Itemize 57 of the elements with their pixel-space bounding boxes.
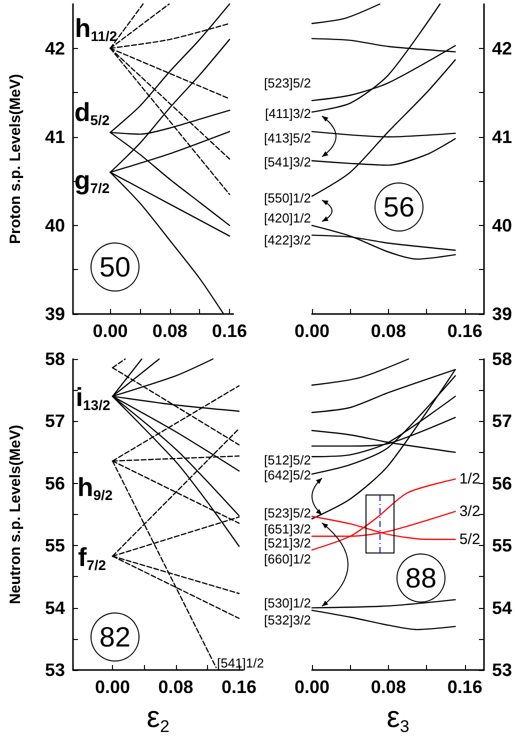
text: [530]1/2 [264, 596, 311, 610]
text: [660]1/2 [264, 552, 311, 566]
y-tick-label: 55 [492, 536, 512, 556]
text: [523]5/2 [264, 76, 311, 90]
y-tick-label: 42 [44, 38, 65, 58]
y-tick-label: 58 [492, 349, 512, 369]
x-tick-label: 0.16 [447, 321, 482, 341]
text: [420]1/2 [264, 210, 311, 226]
y-tick-label: 56 [44, 473, 65, 494]
y-axis-title: Neutron s.p. Levels(MeV) [7, 424, 24, 604]
y-tick-label: 53 [492, 660, 512, 680]
y-tick-label: 56 [492, 473, 512, 494]
y-tick-label: 39 [492, 304, 512, 324]
y-tick-label: 57 [492, 411, 512, 432]
y-tick-label: 53 [44, 660, 65, 680]
x-tick-label: 0.00 [294, 321, 330, 341]
text: [541]3/2 [264, 154, 311, 170]
text: [422]3/2 [264, 232, 311, 248]
text: [512]5/2 [264, 452, 311, 468]
x-tick-label: 0.00 [95, 677, 130, 697]
y-tick-label: 40 [44, 215, 65, 236]
y-tick-label: 40 [492, 215, 512, 236]
x-tick-label: 0.16 [222, 677, 257, 697]
text: [532]3/2 [264, 612, 311, 628]
annotation: [411]3/2 [264, 106, 311, 122]
text: [523]5/2 [264, 506, 311, 520]
y-tick-label: 54 [492, 598, 512, 618]
series-label: 5/2 [459, 530, 480, 548]
series-label: 3/2 [459, 502, 480, 520]
x-tick-label: 0.08 [152, 321, 188, 341]
x-tick-label: 0.08 [370, 321, 406, 341]
y-tick-label: 58 [44, 349, 65, 369]
y-tick-label: 42 [492, 38, 512, 58]
x-tick-label: 0.08 [370, 677, 406, 697]
y-tick-label: 41 [44, 126, 65, 147]
annotation: 82 [99, 622, 131, 652]
text: [521]3/2 [264, 536, 311, 550]
annotation: [541]1/2 [217, 656, 264, 670]
y-axis-title: Proton s.p. Levels(MeV) [7, 74, 24, 244]
text: [651]3/2 [264, 522, 311, 536]
y-tick-label: 41 [492, 126, 512, 147]
x-tick-label: 0.00 [92, 321, 128, 341]
annotation: 50 [99, 252, 131, 282]
annotation: 88 [405, 562, 437, 594]
annotation: 56 [383, 192, 415, 222]
text: [413]5/2 [264, 130, 311, 146]
text: [550]1/2 [264, 190, 311, 206]
series-label: 1/2 [459, 470, 480, 488]
y-tick-label: 57 [44, 411, 65, 432]
x-tick-label: 0.08 [158, 677, 194, 697]
y-tick-label: 39 [44, 304, 65, 324]
y-tick-label: 55 [44, 536, 65, 556]
y-tick-label: 54 [44, 598, 65, 618]
x-tick-label: 0.16 [447, 677, 482, 697]
annotation: [642]5/2 [264, 468, 311, 483]
x-tick-label: 0.16 [212, 321, 248, 341]
x-tick-label: 0.00 [294, 677, 330, 697]
